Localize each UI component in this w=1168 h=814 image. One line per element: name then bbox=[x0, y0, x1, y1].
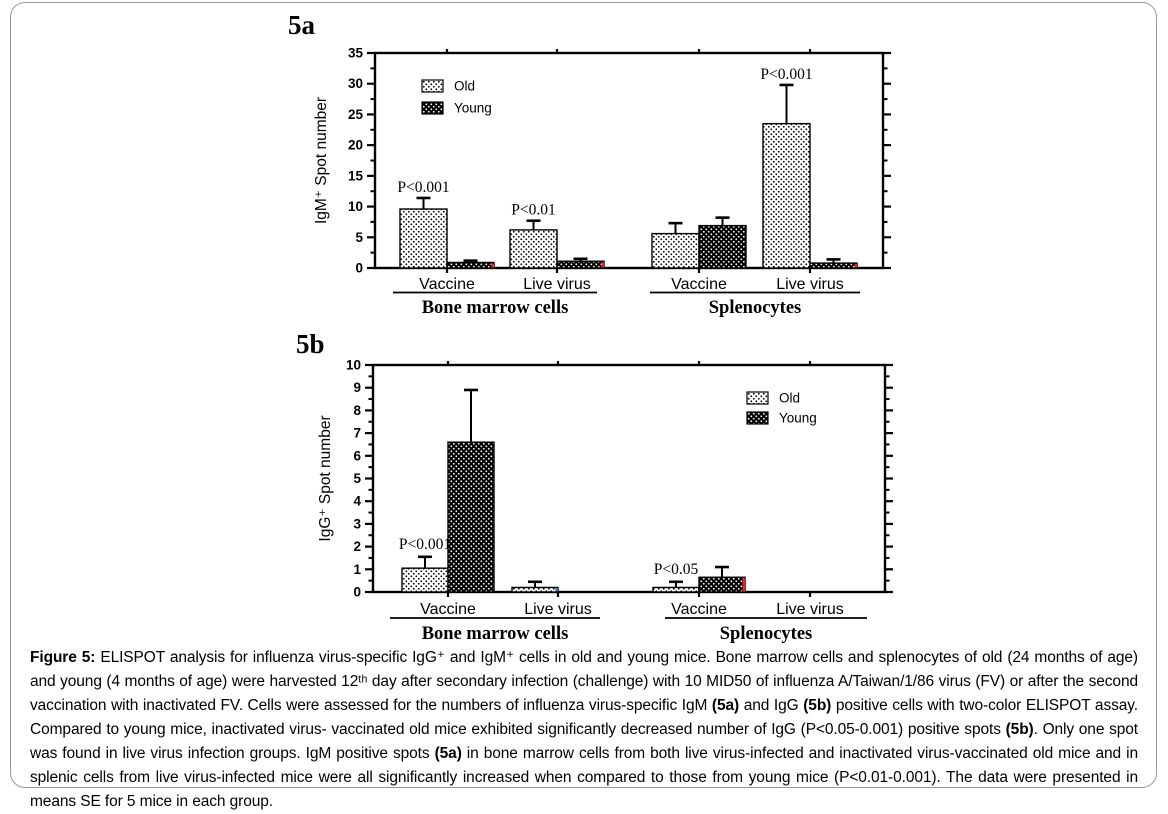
bar-young-2 bbox=[698, 576, 746, 593]
x-category-label: Vaccine bbox=[420, 601, 476, 618]
bar-old-3 bbox=[762, 122, 811, 269]
x-category-label: Vaccine bbox=[419, 276, 475, 293]
y-tick-label: 0 bbox=[355, 261, 363, 276]
legend-label-old: Old bbox=[454, 79, 475, 94]
legend-swatch-old bbox=[746, 391, 769, 405]
legend-label-old: Old bbox=[779, 391, 800, 406]
group-label: Splenocytes bbox=[709, 298, 802, 318]
caption-segment: and IgG bbox=[739, 697, 804, 714]
x-category-label: Live virus bbox=[523, 276, 591, 293]
caption-segment: ELISPOT analysis for influenza virus-spe… bbox=[30, 649, 1138, 714]
y-tick-label: 8 bbox=[353, 403, 361, 418]
y-tick-label: 35 bbox=[348, 46, 364, 61]
bar-young-0 bbox=[447, 441, 495, 593]
bar-old-1 bbox=[509, 229, 558, 269]
y-tick-label: 1 bbox=[353, 562, 361, 577]
bar-young-1 bbox=[556, 260, 605, 269]
group-label: Splenocytes bbox=[720, 624, 813, 644]
panel-label-5a: 5a bbox=[288, 10, 315, 40]
bar-young-2 bbox=[698, 224, 747, 269]
y-tick-label: 3 bbox=[353, 516, 361, 531]
caption-segment: Figure 5: bbox=[30, 649, 96, 666]
y-tick-label: 7 bbox=[353, 426, 361, 441]
x-category-label: Live virus bbox=[776, 276, 844, 293]
y-tick-label: 5 bbox=[353, 471, 361, 486]
p-value-annotation: P<0.001 bbox=[399, 536, 451, 553]
caption-segment: . Only one spot was found in live virus … bbox=[30, 721, 1138, 762]
figure-frame bbox=[10, 2, 1157, 788]
caption-segment: (5b) bbox=[1005, 721, 1034, 738]
y-tick-label: 2 bbox=[353, 539, 361, 554]
bar-edge-mark bbox=[854, 264, 857, 268]
y-tick-label: 10 bbox=[348, 199, 363, 214]
bar-edge-mark bbox=[491, 263, 494, 268]
caption-segment: positive cells with two-color ELISPOT as… bbox=[30, 697, 1138, 738]
bar-young-0 bbox=[446, 261, 495, 269]
y-tick-label: 9 bbox=[353, 380, 361, 395]
y-tick-label: 30 bbox=[348, 76, 363, 91]
bar-old-0 bbox=[399, 208, 448, 269]
y-axis-title: IgG⁺ Spot number bbox=[317, 415, 334, 541]
bar-old-2 bbox=[652, 586, 700, 593]
y-tick-label: 20 bbox=[348, 138, 363, 153]
p-value-annotation: P<0.001 bbox=[760, 66, 812, 83]
caption-segment: (5a) bbox=[711, 697, 740, 714]
caption-segment: (5a) bbox=[434, 745, 462, 762]
caption-segment: (5b) bbox=[803, 697, 832, 714]
x-category-label: Live virus bbox=[524, 601, 592, 618]
p-value-annotation: P<0.01 bbox=[511, 202, 556, 219]
y-tick-label: 10 bbox=[346, 358, 361, 373]
legend-swatch-young bbox=[421, 101, 444, 115]
bar-edge-mark bbox=[742, 578, 745, 592]
x-category-label: Live virus bbox=[776, 601, 844, 618]
y-tick-label: 15 bbox=[348, 168, 364, 183]
legend-label-young: Young bbox=[454, 101, 492, 116]
panel-label-5b: 5b bbox=[296, 329, 325, 359]
bar-old-2 bbox=[651, 232, 700, 269]
figure-page: { "figure": { "panel_a_label": "5a", "pa… bbox=[10, 2, 1157, 810]
y-tick-label: 25 bbox=[348, 107, 364, 122]
legend-swatch-old bbox=[421, 79, 444, 93]
p-value-annotation: P<0.001 bbox=[397, 179, 449, 196]
bar-edge-mark bbox=[555, 588, 558, 592]
bar-old-1 bbox=[511, 586, 559, 593]
y-tick-label: 4 bbox=[353, 494, 361, 509]
p-value-annotation: P<0.05 bbox=[654, 561, 699, 578]
group-label: Bone marrow cells bbox=[422, 298, 569, 318]
chart-panel-5a-igm-spot-number: 0 5 10 15 20 25 30 35 IgM⁺ Spot number P<0.001 P<0… bbox=[313, 46, 891, 318]
y-tick-label: 6 bbox=[353, 448, 361, 463]
y-tick-label: 5 bbox=[355, 230, 363, 245]
figure-caption: Figure 5: ELISPOT analysis for influenza… bbox=[30, 646, 1138, 814]
x-category-label: Vaccine bbox=[671, 276, 727, 293]
y-tick-label: 0 bbox=[353, 585, 361, 600]
chart-panel-5b-igg-spot-number: 0 1 2 3 4 5 6 7 8 9 10 IgG⁺ Spot number P<0.001 P<0.0… bbox=[317, 358, 893, 644]
y-axis-title: IgM⁺ Spot number bbox=[313, 97, 330, 224]
bar-young-3 bbox=[809, 262, 858, 269]
x-category-label: Vaccine bbox=[671, 601, 727, 618]
legend-label-young: Young bbox=[779, 411, 817, 426]
group-label: Bone marrow cells bbox=[422, 624, 569, 644]
legend-swatch-young bbox=[746, 411, 769, 425]
bar-edge-mark bbox=[601, 262, 604, 268]
bar-old-0 bbox=[401, 567, 449, 593]
